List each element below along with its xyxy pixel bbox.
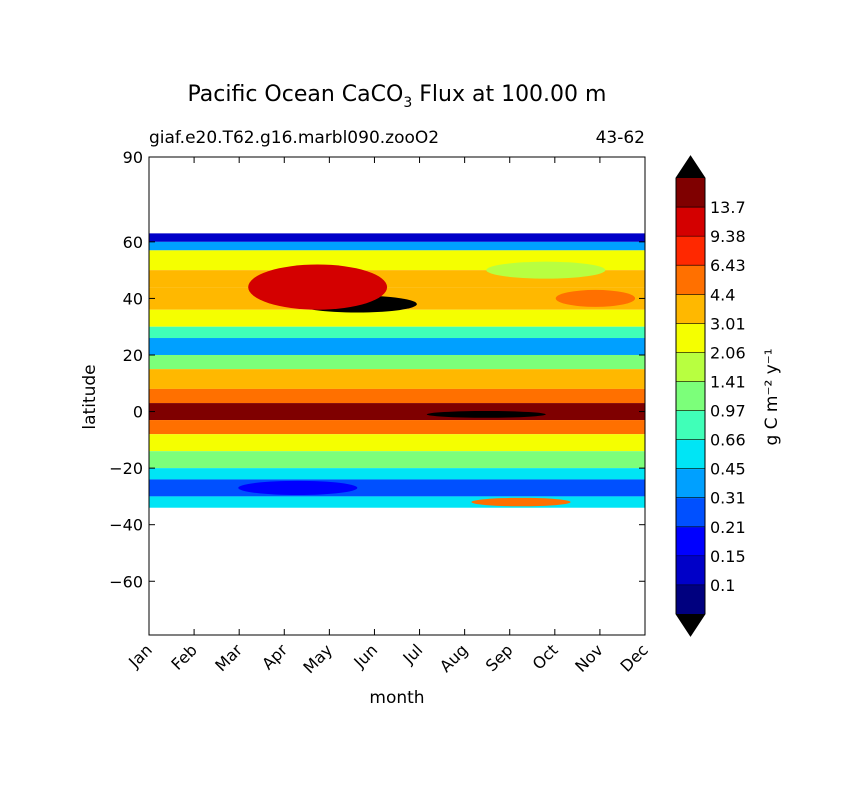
- colorbar-tick-label: 0.15: [710, 547, 746, 566]
- lat-band: [149, 338, 645, 355]
- y-tick-label: −60: [109, 572, 143, 591]
- x-tick-label: May: [299, 640, 336, 677]
- chart-title: Pacific Ocean CaCO3 Flux at 100.00 m: [188, 82, 607, 111]
- lat-band: [149, 434, 645, 452]
- y-tick-label: 60: [123, 233, 143, 252]
- lat-band: [149, 468, 645, 480]
- flux-feature: [238, 480, 358, 495]
- x-tick-label: Nov: [571, 640, 607, 676]
- flux-feature: [471, 497, 571, 507]
- y-tick-label: 90: [123, 148, 143, 167]
- colorbar-swatch: [676, 352, 705, 382]
- colorbar-tick-label: 3.01: [710, 314, 746, 333]
- colorbar-tick-label: 9.38: [710, 227, 746, 246]
- colorbar-swatch: [676, 497, 705, 528]
- x-tick-label: Apr: [258, 640, 291, 673]
- plot-area: [149, 233, 645, 508]
- colorbar-tick-label: 13.7: [710, 198, 746, 217]
- lat-band: [149, 403, 645, 421]
- colorbar-tick-label: 0.1: [710, 576, 735, 595]
- subtitle-right: 43-62: [596, 128, 645, 148]
- colorbar-swatch: [676, 410, 705, 441]
- colorbar-tick-label: 0.21: [710, 518, 746, 537]
- colorbar-swatch: [676, 178, 705, 208]
- lat-band: [149, 479, 645, 497]
- lat-band: [149, 233, 645, 242]
- colorbar-outline: [675, 155, 706, 637]
- x-tick-label: Aug: [436, 640, 472, 676]
- y-axis: 90 60 40 20 0 −20 −40 −60: [109, 148, 645, 591]
- colorbar-swatch: [676, 294, 705, 324]
- y-tick-label: −20: [109, 459, 143, 478]
- x-tick-label: Jan: [124, 640, 156, 672]
- y-axis-label: latitude: [80, 364, 100, 429]
- colorbar-swatch: [676, 323, 705, 353]
- colorbar-swatch: [676, 236, 705, 266]
- colorbar-tick-label: 0.97: [710, 402, 746, 421]
- lat-band: [149, 309, 645, 327]
- colorbar-swatch: [676, 526, 705, 557]
- colorbar: 0.1 0.15 0.21 0.31 0.45 0.66 0.97 1.41 2.06 3.01 4…: [675, 155, 746, 637]
- colorbar-swatch: [676, 584, 705, 615]
- y-tick-label: 40: [123, 289, 143, 308]
- colorbar-tick-label: 0.66: [710, 431, 746, 450]
- colorbar-tick-label: 4.4: [710, 285, 735, 304]
- plot-frame: [148, 156, 646, 636]
- y-tick-label: 20: [123, 346, 143, 365]
- lat-band: [149, 496, 645, 508]
- lat-band: [149, 326, 645, 339]
- colorbar-swatch: [676, 555, 705, 586]
- colorbar-tick-label: 1.41: [710, 372, 746, 391]
- colorbar-swatch: [676, 207, 705, 237]
- x-tick-label: Jul: [399, 640, 427, 668]
- x-tick-label: Jun: [349, 640, 381, 672]
- subtitle-left: giaf.e20.T62.g16.marbl090.zooO2: [149, 128, 439, 148]
- x-tick-label: Sep: [482, 640, 517, 675]
- colorbar-swatch: [676, 439, 705, 470]
- lat-band: [149, 241, 645, 251]
- lat-band: [149, 451, 645, 469]
- colorbar-label: g C m⁻² y⁻¹: [762, 348, 782, 445]
- lat-band: [149, 388, 645, 404]
- x-tick-label: Dec: [616, 640, 651, 675]
- flux-feature: [248, 264, 388, 310]
- x-tick-label: Oct: [529, 640, 562, 673]
- lat-band: [149, 354, 645, 370]
- colorbar-tick-label: 6.43: [710, 256, 746, 275]
- lat-band: [149, 420, 645, 435]
- colorbar-tick-label: 2.06: [710, 343, 746, 362]
- x-tick-label: Mar: [211, 640, 246, 675]
- lat-band: [149, 369, 645, 389]
- colorbar-extend-top: [676, 156, 705, 178]
- colorbar-tick-label: 0.45: [710, 460, 746, 479]
- colorbar-swatch: [676, 381, 705, 412]
- y-tick-label: 0: [133, 403, 143, 422]
- flux-feature: [426, 410, 546, 418]
- colorbar-extend-bottom: [676, 614, 705, 636]
- flux-feature: [555, 289, 636, 307]
- flux-feature: [486, 261, 606, 279]
- colorbar-swatch: [676, 468, 705, 499]
- x-axis-label: month: [369, 688, 424, 708]
- y-tick-label: −40: [109, 516, 143, 535]
- colorbar-tick-label: 0.31: [710, 489, 746, 508]
- colorbar-swatch: [676, 265, 705, 295]
- x-tick-label: Feb: [167, 640, 200, 673]
